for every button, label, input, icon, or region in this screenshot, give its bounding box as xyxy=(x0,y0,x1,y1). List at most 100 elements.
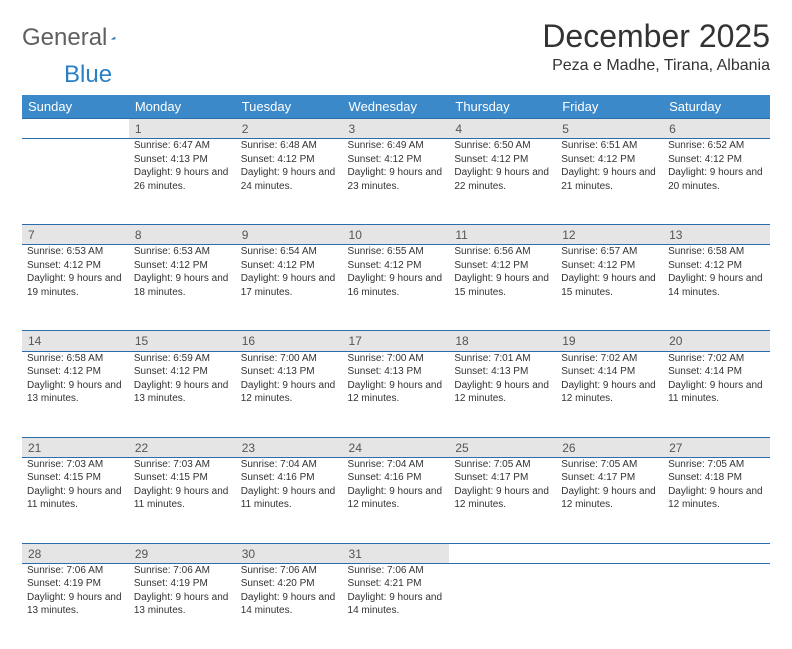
day-cell: Sunrise: 7:05 AMSunset: 4:17 PMDaylight:… xyxy=(556,457,663,543)
daylight-line: Daylight: 9 hours and 22 minutes. xyxy=(454,166,551,193)
sunrise-line: Sunrise: 7:06 AM xyxy=(348,564,445,578)
day-cell: Sunrise: 6:57 AMSunset: 4:12 PMDaylight:… xyxy=(556,245,663,331)
col-wednesday: Wednesday xyxy=(343,95,450,119)
day-cell: Sunrise: 7:00 AMSunset: 4:13 PMDaylight:… xyxy=(343,351,450,437)
sunrise-line: Sunrise: 7:04 AM xyxy=(241,458,338,472)
sunset-line: Sunset: 4:12 PM xyxy=(348,259,445,273)
sunrise-line: Sunrise: 6:59 AM xyxy=(134,352,231,366)
sunrise-line: Sunrise: 7:06 AM xyxy=(27,564,124,578)
sunset-line: Sunset: 4:12 PM xyxy=(561,153,658,167)
content-row: Sunrise: 7:06 AMSunset: 4:19 PMDaylight:… xyxy=(22,563,770,649)
day-number: 2 xyxy=(236,119,343,139)
day-cell xyxy=(556,563,663,649)
sunset-line: Sunset: 4:14 PM xyxy=(561,365,658,379)
sunset-line: Sunset: 4:16 PM xyxy=(348,471,445,485)
day-number xyxy=(556,543,663,563)
sunrise-line: Sunrise: 6:58 AM xyxy=(27,352,124,366)
day-cell: Sunrise: 7:00 AMSunset: 4:13 PMDaylight:… xyxy=(236,351,343,437)
sunset-line: Sunset: 4:15 PM xyxy=(134,471,231,485)
sunset-line: Sunset: 4:13 PM xyxy=(241,365,338,379)
day-number: 27 xyxy=(663,437,770,457)
daynum-row: 14151617181920 xyxy=(22,331,770,351)
day-cell xyxy=(449,563,556,649)
sunrise-line: Sunrise: 6:58 AM xyxy=(668,245,765,259)
day-number: 5 xyxy=(556,119,663,139)
sunset-line: Sunset: 4:12 PM xyxy=(134,365,231,379)
day-cell: Sunrise: 7:03 AMSunset: 4:15 PMDaylight:… xyxy=(129,457,236,543)
sunset-line: Sunset: 4:12 PM xyxy=(241,259,338,273)
day-number xyxy=(449,543,556,563)
sunset-line: Sunset: 4:17 PM xyxy=(561,471,658,485)
sunrise-line: Sunrise: 6:53 AM xyxy=(134,245,231,259)
col-friday: Friday xyxy=(556,95,663,119)
day-cell: Sunrise: 6:48 AMSunset: 4:12 PMDaylight:… xyxy=(236,139,343,225)
day-number: 26 xyxy=(556,437,663,457)
sunrise-line: Sunrise: 7:03 AM xyxy=(134,458,231,472)
day-number: 7 xyxy=(22,225,129,245)
daylight-line: Daylight: 9 hours and 23 minutes. xyxy=(348,166,445,193)
day-cell: Sunrise: 7:06 AMSunset: 4:19 PMDaylight:… xyxy=(22,563,129,649)
col-tuesday: Tuesday xyxy=(236,95,343,119)
day-number: 18 xyxy=(449,331,556,351)
day-cell: Sunrise: 6:50 AMSunset: 4:12 PMDaylight:… xyxy=(449,139,556,225)
sunset-line: Sunset: 4:12 PM xyxy=(561,259,658,273)
daylight-line: Daylight: 9 hours and 16 minutes. xyxy=(348,272,445,299)
day-number: 20 xyxy=(663,331,770,351)
day-number: 24 xyxy=(343,437,450,457)
day-number: 21 xyxy=(22,437,129,457)
sunrise-line: Sunrise: 7:02 AM xyxy=(668,352,765,366)
daylight-line: Daylight: 9 hours and 13 minutes. xyxy=(134,379,231,406)
daylight-line: Daylight: 9 hours and 24 minutes. xyxy=(241,166,338,193)
day-number: 11 xyxy=(449,225,556,245)
day-cell: Sunrise: 7:05 AMSunset: 4:18 PMDaylight:… xyxy=(663,457,770,543)
sunrise-line: Sunrise: 7:04 AM xyxy=(348,458,445,472)
day-cell: Sunrise: 6:51 AMSunset: 4:12 PMDaylight:… xyxy=(556,139,663,225)
sunset-line: Sunset: 4:17 PM xyxy=(454,471,551,485)
daylight-line: Daylight: 9 hours and 11 minutes. xyxy=(27,485,124,512)
day-cell: Sunrise: 6:58 AMSunset: 4:12 PMDaylight:… xyxy=(22,351,129,437)
daylight-line: Daylight: 9 hours and 18 minutes. xyxy=(134,272,231,299)
daylight-line: Daylight: 9 hours and 17 minutes. xyxy=(241,272,338,299)
daylight-line: Daylight: 9 hours and 13 minutes. xyxy=(27,591,124,618)
daylight-line: Daylight: 9 hours and 14 minutes. xyxy=(348,591,445,618)
daylight-line: Daylight: 9 hours and 11 minutes. xyxy=(668,379,765,406)
sunset-line: Sunset: 4:18 PM xyxy=(668,471,765,485)
sunrise-line: Sunrise: 7:05 AM xyxy=(454,458,551,472)
daylight-line: Daylight: 9 hours and 12 minutes. xyxy=(348,379,445,406)
day-number: 10 xyxy=(343,225,450,245)
sunrise-line: Sunrise: 7:00 AM xyxy=(241,352,338,366)
day-cell: Sunrise: 6:59 AMSunset: 4:12 PMDaylight:… xyxy=(129,351,236,437)
location-text: Peza e Madhe, Tirana, Albania xyxy=(542,57,770,75)
day-number: 28 xyxy=(22,543,129,563)
sunset-line: Sunset: 4:12 PM xyxy=(668,153,765,167)
sunrise-line: Sunrise: 7:02 AM xyxy=(561,352,658,366)
daylight-line: Daylight: 9 hours and 20 minutes. xyxy=(668,166,765,193)
col-sunday: Sunday xyxy=(22,95,129,119)
sunrise-line: Sunrise: 6:55 AM xyxy=(348,245,445,259)
col-thursday: Thursday xyxy=(449,95,556,119)
day-cell: Sunrise: 6:58 AMSunset: 4:12 PMDaylight:… xyxy=(663,245,770,331)
sunset-line: Sunset: 4:19 PM xyxy=(27,577,124,591)
day-number: 13 xyxy=(663,225,770,245)
sunset-line: Sunset: 4:14 PM xyxy=(668,365,765,379)
sunset-line: Sunset: 4:19 PM xyxy=(134,577,231,591)
sunrise-line: Sunrise: 7:05 AM xyxy=(561,458,658,472)
day-cell: Sunrise: 7:02 AMSunset: 4:14 PMDaylight:… xyxy=(663,351,770,437)
day-number: 6 xyxy=(663,119,770,139)
sunset-line: Sunset: 4:12 PM xyxy=(348,153,445,167)
sunrise-line: Sunrise: 6:54 AM xyxy=(241,245,338,259)
day-cell: Sunrise: 6:47 AMSunset: 4:13 PMDaylight:… xyxy=(129,139,236,225)
daylight-line: Daylight: 9 hours and 12 minutes. xyxy=(454,379,551,406)
logo-text-blue: Blue xyxy=(64,61,112,89)
logo-mark-icon xyxy=(111,28,116,48)
daylight-line: Daylight: 9 hours and 15 minutes. xyxy=(454,272,551,299)
daylight-line: Daylight: 9 hours and 12 minutes. xyxy=(348,485,445,512)
day-cell: Sunrise: 6:53 AMSunset: 4:12 PMDaylight:… xyxy=(22,245,129,331)
sunset-line: Sunset: 4:12 PM xyxy=(134,259,231,273)
sunrise-line: Sunrise: 7:03 AM xyxy=(27,458,124,472)
sunrise-line: Sunrise: 6:49 AM xyxy=(348,139,445,153)
day-cell: Sunrise: 7:06 AMSunset: 4:20 PMDaylight:… xyxy=(236,563,343,649)
day-cell xyxy=(663,563,770,649)
daylight-line: Daylight: 9 hours and 13 minutes. xyxy=(27,379,124,406)
day-cell: Sunrise: 6:52 AMSunset: 4:12 PMDaylight:… xyxy=(663,139,770,225)
